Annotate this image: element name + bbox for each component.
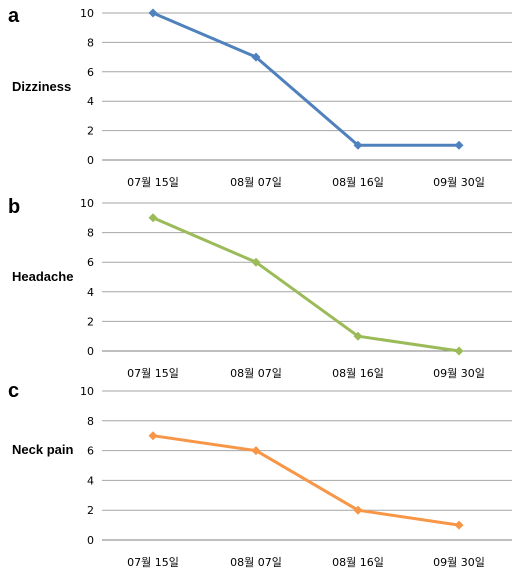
y-tick-label: 10 (80, 7, 94, 20)
x-tick-label: 08월 16일 (332, 175, 384, 189)
data-point-marker (353, 140, 363, 150)
y-tick-label: 4 (87, 95, 94, 108)
y-tick-label: 0 (87, 534, 94, 547)
data-point-marker (148, 8, 158, 18)
x-tick-label: 07월 15일 (127, 366, 179, 380)
data-point-marker (251, 52, 261, 62)
data-point-marker (148, 213, 158, 223)
y-tick-label: 2 (87, 125, 94, 138)
data-point-marker (454, 346, 464, 356)
y-tick-label: 4 (87, 286, 94, 299)
data-point-marker (251, 257, 261, 267)
x-tick-label: 09월 30일 (433, 175, 485, 189)
y-tick-label: 8 (87, 36, 94, 49)
x-tick-label: 07월 15일 (127, 175, 179, 189)
y-tick-label: 6 (87, 66, 94, 79)
data-point-marker (251, 446, 261, 456)
x-tick-label: 08월 07일 (230, 555, 282, 569)
y-tick-label: 10 (80, 385, 94, 398)
y-tick-label: 0 (87, 154, 94, 167)
data-point-marker (454, 140, 464, 150)
data-point-marker (353, 505, 363, 515)
y-tick-label: 6 (87, 256, 94, 269)
series-line (151, 11, 461, 147)
x-tick-label: 08월 07일 (230, 175, 282, 189)
y-tick-label: 8 (87, 415, 94, 428)
y-tick-label: 4 (87, 474, 94, 487)
panel-letter-a: a (8, 5, 20, 27)
y-tick-label: 2 (87, 315, 94, 328)
x-tick-label: 08월 16일 (332, 555, 384, 569)
y-tick-label: 2 (87, 504, 94, 517)
x-tick-label: 08월 07일 (230, 366, 282, 380)
data-point-marker (454, 520, 464, 530)
x-tick-label: 07월 15일 (127, 555, 179, 569)
x-tick-label: 09월 30일 (433, 555, 485, 569)
panel-letter-c: c (8, 380, 19, 402)
y-tick-label: 10 (80, 197, 94, 210)
panel-letter-b: b (8, 196, 20, 218)
y-axis-label: Dizziness (12, 79, 71, 94)
data-point-marker (148, 431, 158, 441)
data-point-marker (353, 331, 363, 341)
x-tick-label: 09월 30일 (433, 366, 485, 380)
y-axis-label: Headache (12, 269, 73, 284)
x-tick-label: 08월 16일 (332, 366, 384, 380)
y-tick-label: 6 (87, 445, 94, 458)
series-line (151, 434, 461, 527)
y-axis-label: Neck pain (12, 442, 73, 457)
y-tick-label: 8 (87, 227, 94, 240)
y-tick-label: 0 (87, 345, 94, 358)
series-line (151, 216, 461, 353)
